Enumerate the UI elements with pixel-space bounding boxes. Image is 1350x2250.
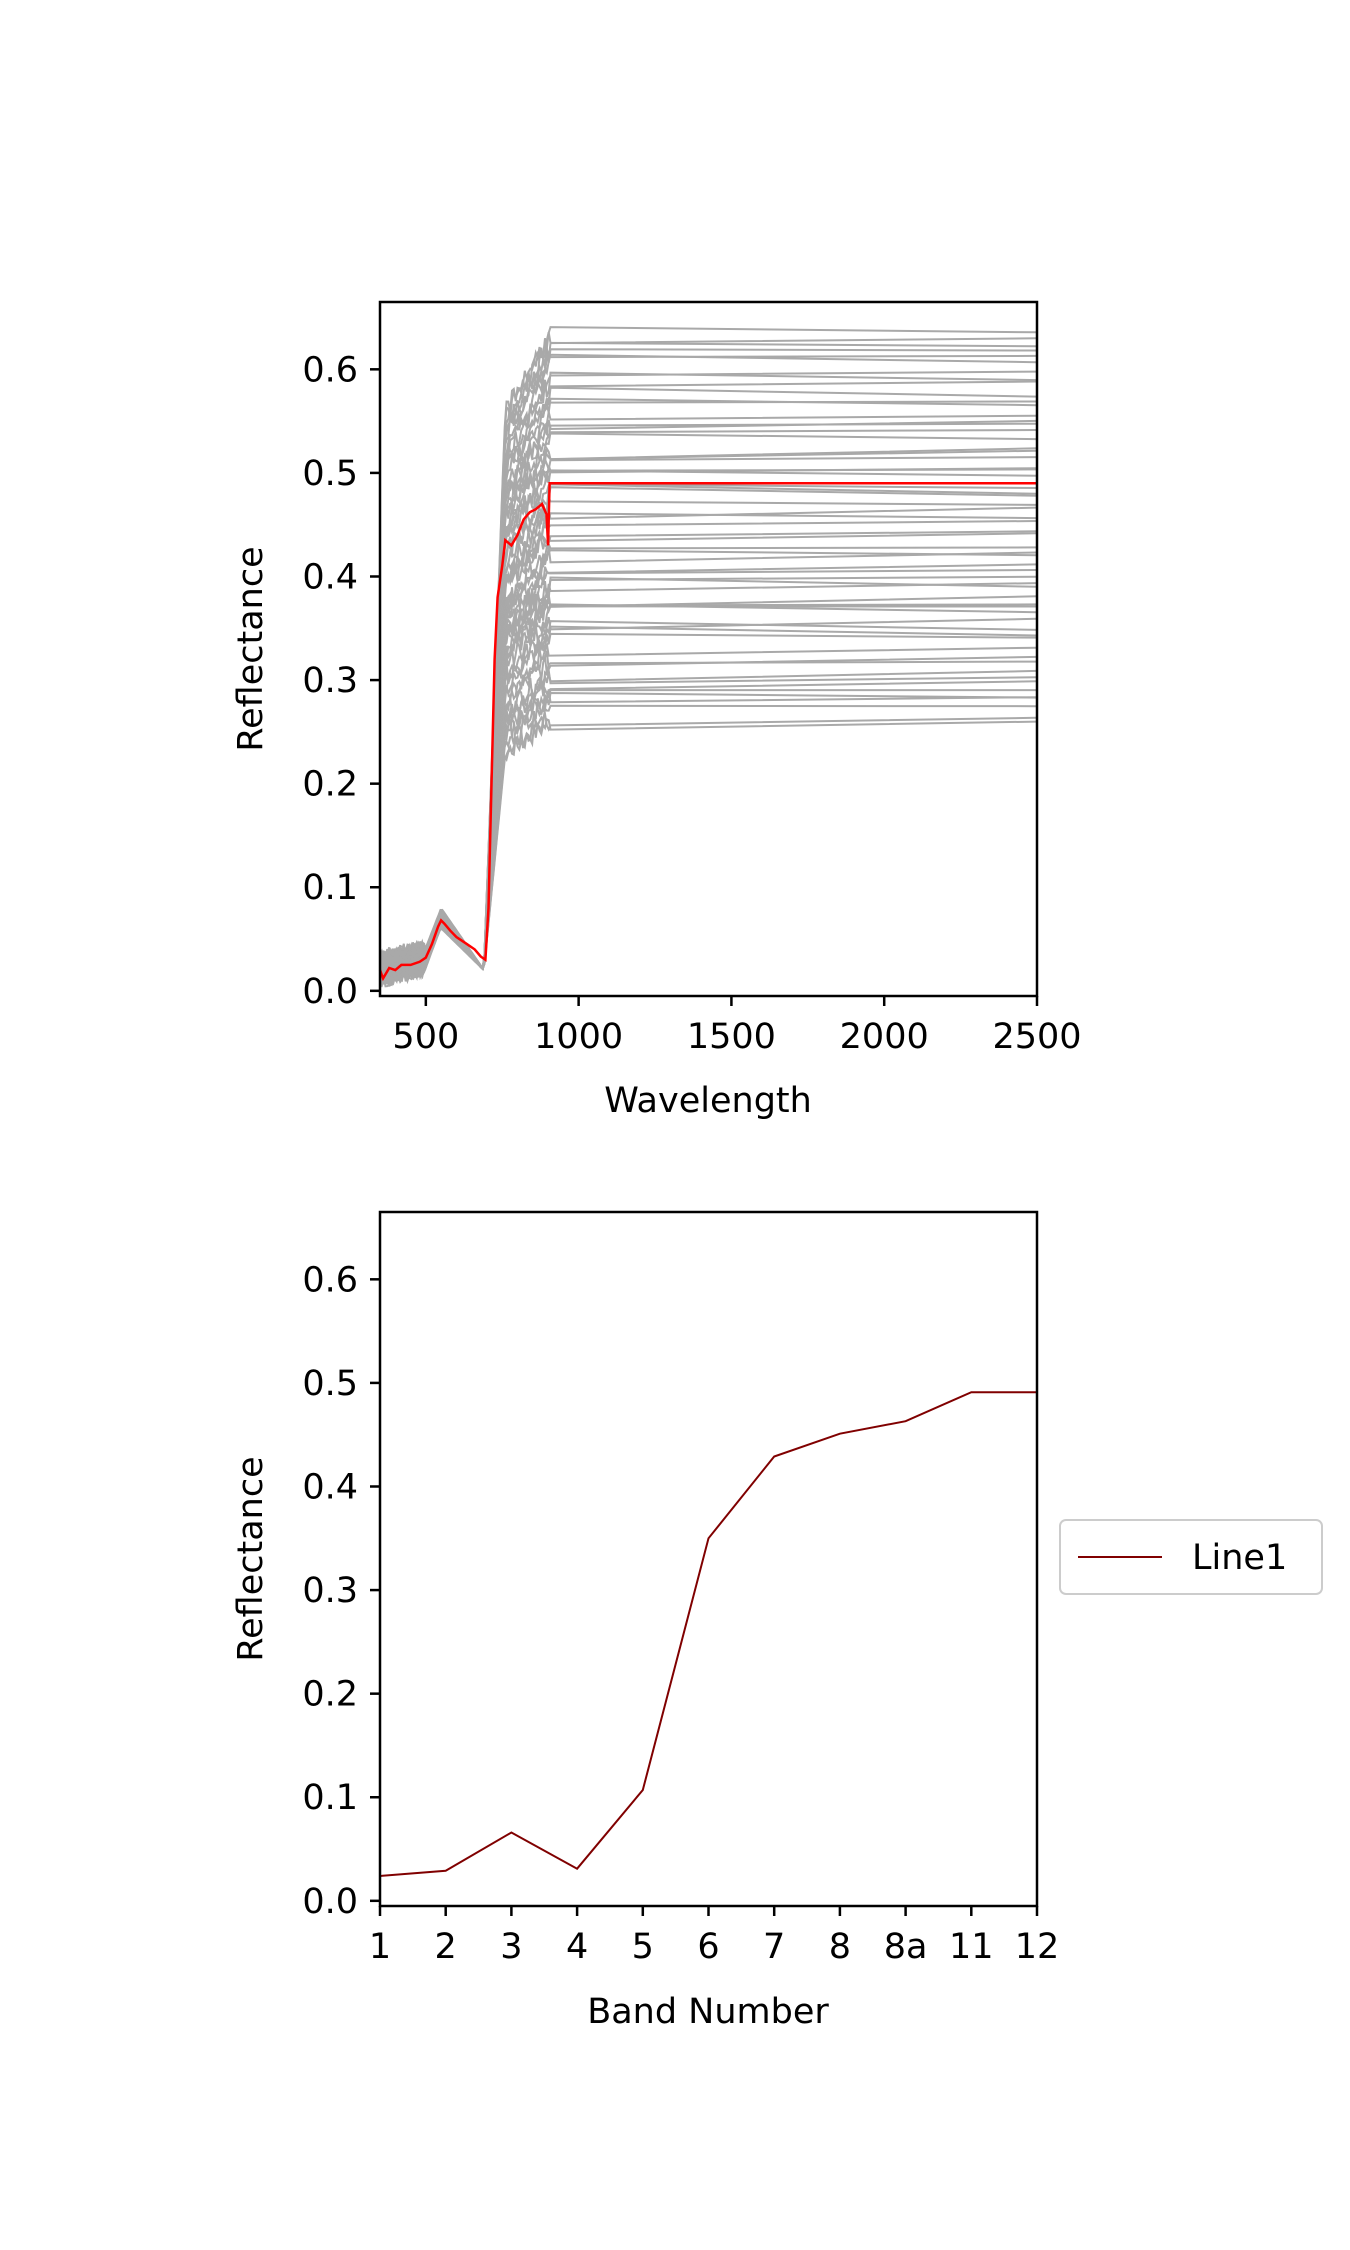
x-tick-label: 5	[632, 1927, 654, 1967]
y-tick-label: 0.0	[302, 972, 358, 1012]
spectrum-line	[379, 580, 1038, 981]
spectrum-line	[379, 679, 1038, 978]
spectrum-line	[379, 532, 1038, 976]
y-axis-ticks: 0.0 0.1 0.2 0.3 0.4 0.5 0.6	[302, 350, 380, 1012]
spectrum-line	[379, 486, 1038, 978]
spectrum-line	[379, 512, 1038, 982]
x-axis-label: Wavelength	[604, 1081, 812, 1121]
y-tick-label: 0.5	[302, 1364, 358, 1404]
y-tick-label: 0.0	[302, 1882, 358, 1922]
spectrum-line	[379, 710, 1038, 987]
y-tick-label: 0.6	[302, 350, 358, 390]
spectrum-line	[379, 643, 1038, 971]
legend-label: Line1	[1192, 1538, 1287, 1578]
x-tick-label: 3	[500, 1927, 522, 1967]
spectrum-line	[379, 447, 1038, 971]
x-tick-label: 4	[566, 1927, 588, 1967]
plot-frame	[378, 300, 1039, 998]
x-tick-label: 12	[1015, 1927, 1060, 1967]
spectrum-line	[379, 599, 1038, 980]
x-tick-label: 2500	[992, 1017, 1081, 1057]
x-tick-label: 8a	[884, 1927, 928, 1967]
spectrum-line	[379, 666, 1038, 981]
y-tick-label: 0.1	[302, 1778, 358, 1818]
y-tick-label: 0.4	[302, 1467, 358, 1507]
spectrum-line	[379, 350, 1038, 972]
y-axis-ticks: 0.0 0.1 0.2 0.3 0.4 0.5 0.6	[302, 1260, 380, 1922]
spectrum-line	[379, 704, 1038, 974]
spectrum-line	[379, 691, 1038, 978]
spectrum-line	[379, 576, 1038, 988]
spectra-lines	[379, 326, 1038, 988]
band-chart: 1 2 3 4 5 6 7 8 8a 11 12 0.00.10.20.30.40.50.6 Ban…	[231, 1210, 1323, 2032]
spectrum-line	[379, 669, 1038, 971]
y-tick-label: 0.1	[302, 868, 358, 908]
x-tick-label: 1	[369, 1927, 391, 1967]
legend: Line1	[1059, 1519, 1323, 1595]
spectrum-line	[379, 656, 1038, 975]
plot-frame	[378, 1210, 1039, 1908]
x-axis-ticks: 500 1000 1500 2000 2500	[392, 996, 1082, 1057]
y-tick-label: 0.6	[302, 1260, 358, 1300]
spectrum-line	[379, 467, 1038, 976]
x-tick-label: 6	[697, 1927, 719, 1967]
legend-box	[1059, 1519, 1323, 1595]
x-axis-ticks: 1 2 3 4 5 6 7 8 8a 11 12	[369, 1906, 1059, 1967]
y-tick-label: 0.5	[302, 454, 358, 494]
x-tick-label: 500	[392, 1017, 459, 1057]
spectrum-line	[379, 465, 1038, 971]
spectrum-line	[379, 371, 1038, 978]
spectrum-line	[379, 542, 1038, 972]
y-tick-label: 0.2	[302, 765, 358, 805]
spectrum-line	[379, 549, 1038, 984]
y-tick-label: 0.3	[302, 661, 358, 701]
x-tick-label: 11	[949, 1927, 994, 1967]
highlight-spectrum	[378, 482, 1037, 982]
spectrum-line	[379, 620, 1038, 975]
y-axis-label: Reflectance	[231, 1456, 271, 1661]
spectrum-line	[379, 632, 1038, 971]
spectrum-line	[379, 347, 1038, 976]
x-tick-label: 7	[763, 1927, 785, 1967]
x-axis-label: Band Number	[587, 1992, 829, 2032]
series-line	[379, 1391, 1037, 1877]
x-tick-label: 2000	[840, 1017, 929, 1057]
x-tick-label: 1000	[534, 1017, 623, 1057]
highlight-line	[378, 482, 1037, 982]
x-tick-label: 1500	[687, 1017, 776, 1057]
spectrum-line	[379, 326, 1038, 982]
y-tick-label: 0.3	[302, 1571, 358, 1611]
spectrum-line	[379, 689, 1038, 976]
x-tick-label: 2	[435, 1927, 457, 1967]
x-tick-label: 8	[829, 1927, 851, 1967]
y-tick-label: 0.4	[302, 557, 358, 597]
y-axis-label: Reflectance	[231, 546, 271, 751]
spectra-chart: 500 1000 1500 2000 2500 0.00.10.20.30.40.50.…	[231, 300, 1082, 1121]
spectrum-line	[379, 717, 1038, 984]
spectrum-line	[379, 429, 1038, 978]
series-lines	[379, 1391, 1037, 1877]
y-tick-label: 0.2	[302, 1675, 358, 1715]
spectrum-line	[379, 689, 1037, 981]
spectrum-line	[379, 445, 1038, 981]
